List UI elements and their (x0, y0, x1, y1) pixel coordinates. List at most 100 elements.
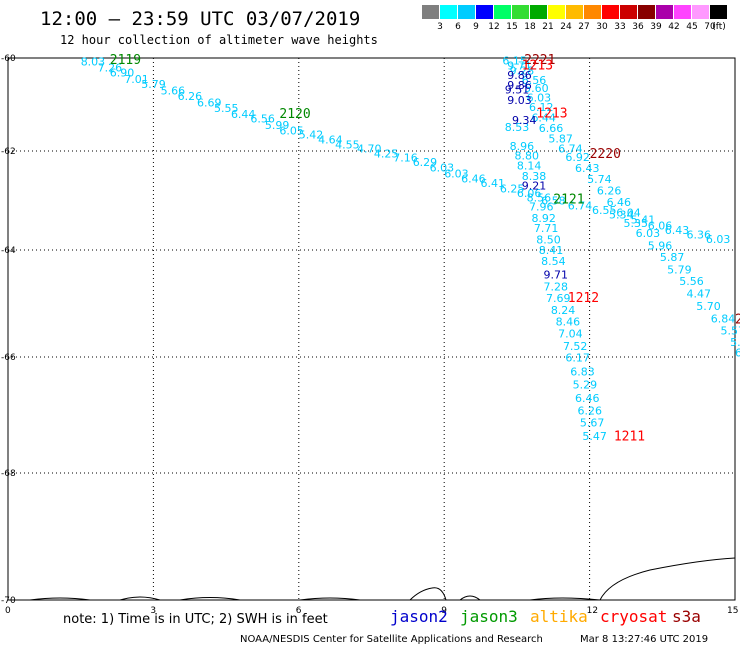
swh-value: 6.15 (502, 54, 527, 67)
swh-value: 6.46 (461, 173, 486, 186)
swh-value: 9.03 (507, 94, 532, 107)
swh-value: 6.84 (711, 312, 736, 325)
swh-value: 6.04 (616, 206, 641, 219)
scale-label: 24 (560, 22, 572, 32)
swh-value: 6.29 (413, 156, 438, 169)
swh-value: 5.70 (696, 300, 721, 313)
lat-tick-label: -60 (1, 54, 16, 64)
swh-value: 5.29 (573, 378, 598, 391)
swh-value: 6.44 (231, 108, 256, 121)
swh-value: 7.26 (98, 61, 123, 74)
scale-label: 39 (650, 22, 662, 32)
pass-time-label: 1211 (614, 429, 645, 444)
scale-swatch (656, 5, 673, 19)
scale-swatch (440, 5, 457, 19)
swh-value: 8.38 (522, 170, 547, 183)
swh-value: 6.56 (522, 74, 547, 87)
scale-label: 45 (686, 22, 698, 32)
swh-value: 5.42 (299, 129, 324, 142)
scale-swatch (674, 5, 691, 19)
lat-tick-label: -70 (1, 596, 16, 606)
swh-value: 9.71 (507, 59, 532, 72)
swh-value: 4.70 (357, 143, 382, 156)
swh-value: 9.21 (522, 180, 547, 193)
map-frame (7, 57, 736, 601)
scale-swatch (548, 5, 565, 19)
swh-value: 5.35 (624, 217, 649, 230)
swh-value: 6.90 (110, 66, 135, 79)
swh-value: 6.66 (539, 122, 564, 135)
scale-swatch (476, 5, 493, 19)
swh-value: 8.46 (556, 316, 581, 329)
scale-label: 42 (668, 22, 680, 32)
scale-label: 18 (524, 22, 536, 32)
scale-swatch (566, 5, 583, 19)
satellite-cryosat: cryosat (600, 607, 668, 626)
scale-label: 9 (473, 22, 479, 32)
lon-tick-label: 12 (587, 606, 598, 616)
swh-value: 7.28 (544, 280, 569, 293)
swh-value: 4.64 (318, 133, 343, 146)
swh-value: 6.17 (565, 352, 590, 365)
swh-value: 9.51 (505, 84, 530, 97)
satellite-s3a: s3a (672, 607, 701, 626)
swh-value: 7.04 (558, 327, 583, 340)
swh-value: 6.03 (636, 227, 661, 240)
footnote: note: 1) Time is in UTC; 2) SWH is in fe… (63, 612, 328, 627)
track-blue: 9.869.869.519.039.349.219.71 (505, 69, 568, 281)
swh-value: 6.36 (687, 229, 712, 242)
graticule (8, 58, 735, 600)
swh-value: 9.71 (544, 269, 569, 282)
swh-value: 5.96 (648, 240, 673, 253)
swh-value: 5.99 (265, 119, 290, 132)
swh-value: 7.52 (563, 340, 588, 353)
scale-swatch (620, 5, 637, 19)
swh-value: 7.71 (534, 222, 559, 235)
scale-swatch (584, 5, 601, 19)
swh-value: 5.41 (631, 213, 656, 226)
swh-value: 8.41 (539, 244, 564, 257)
swh-value: 6.03 (527, 92, 552, 105)
swh-value: 6.26 (597, 185, 622, 198)
swh-value: 8.54 (541, 255, 566, 268)
chart-title: 12:00 – 23:59 UTC 03/07/2019 (40, 8, 361, 30)
swh-value: 5.79 (141, 78, 166, 91)
pass-time-label: 2120 (279, 107, 310, 122)
swh-value: 6.03 (430, 161, 455, 174)
swh-value: 6.46 (575, 392, 600, 405)
swh-value: 6.12 (529, 101, 554, 114)
antarctic-coastline (29, 557, 736, 601)
scale-swatch (512, 5, 529, 19)
lon-tick-label: 9 (441, 606, 447, 616)
swh-value: 9.86 (507, 69, 532, 82)
timestamp: Mar 8 13:27:46 UTC 2019 (580, 634, 709, 645)
swh-value: 6.41 (481, 177, 506, 190)
swh-value: 4.25 (374, 147, 399, 160)
swh-value: 6.03 (706, 233, 731, 246)
swh-value: 5.87 (548, 132, 573, 145)
swh-value: 6.05 (279, 125, 304, 138)
swh-value: 5.74 (587, 173, 612, 186)
scale-label: 33 (614, 22, 626, 32)
swh-value: 6.56 (250, 112, 274, 125)
scale-swatch (458, 5, 475, 19)
swh-value: 6.44 (531, 112, 556, 125)
satellite-jason3: jason3 (460, 607, 518, 626)
scale-swatch (638, 5, 655, 19)
pass-time-label: 1213 (536, 106, 567, 121)
swh-value: 6.03 (444, 167, 469, 180)
track-south: 8.53 8.968.808.148.38 8.567.968.927.718.50… (505, 121, 607, 443)
swh-value: 6.74 (558, 143, 583, 156)
lon-tick-label: 3 (150, 606, 156, 616)
swh-value: 8.50 (536, 234, 561, 247)
swh-value: 9.28 (510, 65, 535, 78)
swh-value: 6.26 (178, 90, 203, 103)
swh-value: 7.16 (393, 151, 418, 164)
swh-value: 8.24 (551, 304, 576, 317)
pass-time-label: 2121 (553, 193, 584, 208)
lon-tick-label: 6 (296, 606, 302, 616)
lon-tick-label: 0 (5, 606, 11, 616)
scale-label: 27 (578, 22, 590, 32)
scale-label: 3 (437, 22, 443, 32)
pass-time-label: 2220 (590, 147, 621, 162)
